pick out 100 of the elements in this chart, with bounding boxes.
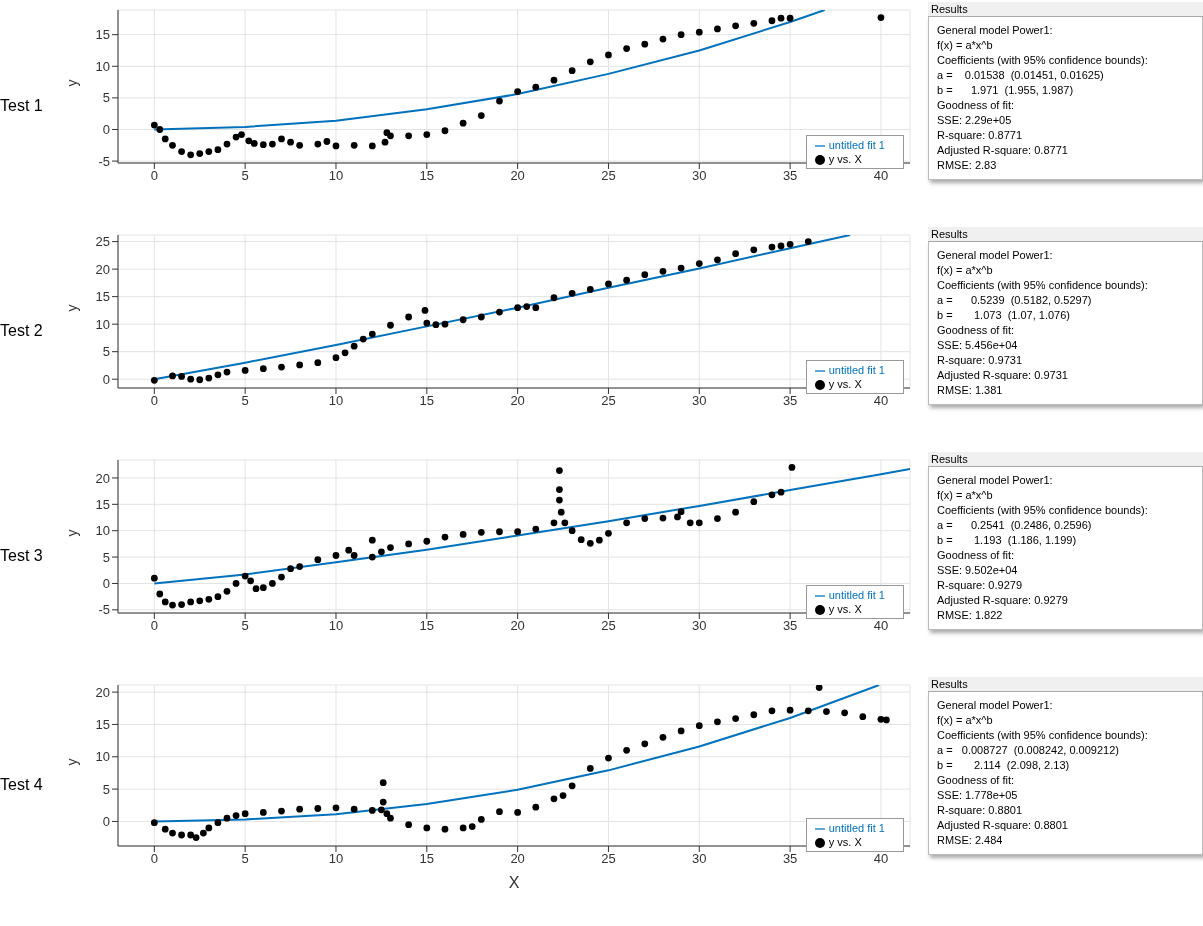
point <box>232 812 240 819</box>
x-tick-label: 25 <box>601 168 616 184</box>
text: SSE: 5.456e+04 <box>937 338 1019 353</box>
x-tick-label: 10 <box>328 393 344 409</box>
point <box>659 514 667 522</box>
point <box>804 238 812 245</box>
point <box>432 321 440 329</box>
point <box>205 824 213 832</box>
y-tick-label: 10 <box>95 749 110 765</box>
point <box>732 22 739 30</box>
point <box>205 595 213 603</box>
text: R-square: 0.9279 <box>937 578 1023 593</box>
point <box>214 819 222 827</box>
point <box>205 374 213 382</box>
point <box>368 807 376 814</box>
text: Adjusted R-square: 0.9279 <box>937 593 1069 608</box>
text: RMSE: 1.381 <box>937 383 1004 398</box>
point <box>405 132 413 140</box>
point <box>156 590 164 598</box>
point <box>695 28 703 36</box>
point <box>296 805 304 813</box>
point <box>586 286 594 293</box>
point <box>405 821 413 829</box>
y-tick-label: 10 <box>95 316 110 332</box>
point <box>259 141 267 149</box>
point <box>674 513 681 521</box>
point <box>659 734 667 741</box>
point <box>199 829 207 837</box>
text: b = 1.193 (1.186, 1.199) <box>937 533 1078 548</box>
point <box>359 335 367 343</box>
x-tick-label: 15 <box>419 851 435 867</box>
point <box>368 536 376 544</box>
x-tick-label: 20 <box>510 851 525 867</box>
text: SSE: 1.778e+05 <box>937 788 1019 803</box>
point <box>296 563 304 570</box>
point <box>561 519 569 527</box>
point <box>750 246 758 254</box>
x-tick-label: 5 <box>241 618 249 634</box>
text: RMSE: 1.822 <box>937 608 1004 623</box>
point <box>345 546 353 554</box>
text: f(x) = a*x^b <box>937 38 994 53</box>
point <box>423 131 431 138</box>
point <box>677 31 685 39</box>
point <box>477 528 485 536</box>
text: General model Power1: <box>937 23 1054 38</box>
y-tick-label: 5 <box>102 90 110 106</box>
point <box>350 805 358 813</box>
point <box>250 140 258 147</box>
y-tick-label: -5 <box>98 153 110 169</box>
text: Adjusted R-square: 0.8801 <box>937 818 1069 833</box>
text: b = 1.073 (1.07, 1.076) <box>937 308 1071 323</box>
point <box>514 88 522 95</box>
point <box>332 804 340 812</box>
y-axis-title: y <box>63 79 80 87</box>
point <box>387 132 394 140</box>
point <box>332 354 340 362</box>
x-tick-label: 25 <box>601 851 616 867</box>
point <box>677 727 685 735</box>
x-tick-label: 30 <box>692 851 707 867</box>
point <box>623 746 631 754</box>
text: Test 3 <box>0 546 43 565</box>
point <box>532 83 540 91</box>
text: General model Power1: <box>937 248 1054 263</box>
point <box>192 834 200 841</box>
y-tick-label: 20 <box>95 261 110 277</box>
x-tick-label: 35 <box>782 393 798 409</box>
y-tick-label: 15 <box>95 717 110 733</box>
y-tick-label: 5 <box>102 781 110 797</box>
x-tick-label: 0 <box>150 168 158 184</box>
point <box>405 540 413 548</box>
x-tick-label: 30 <box>692 168 707 184</box>
text: Goodness of fit: <box>937 323 1016 338</box>
x-tick-label: 15 <box>419 393 435 409</box>
point <box>459 531 467 538</box>
point <box>378 548 385 556</box>
text: f(x) = a*x^b <box>937 488 994 503</box>
legend-label: y vs. X <box>828 153 862 165</box>
x-tick-label: 25 <box>601 618 616 634</box>
point <box>468 823 476 830</box>
point <box>586 765 594 772</box>
point <box>823 708 830 715</box>
point <box>178 601 185 608</box>
point <box>786 14 794 22</box>
point <box>314 140 322 148</box>
point <box>314 359 322 367</box>
point <box>296 361 304 369</box>
point <box>150 376 158 384</box>
point <box>550 795 558 803</box>
legend-label: untitled fit 1 <box>828 364 885 376</box>
point <box>623 45 631 52</box>
text: R-square: 0.8801 <box>937 803 1023 818</box>
text: a = 0.2541 (0.2486, 0.2596) <box>937 518 1093 533</box>
point <box>750 498 758 506</box>
text: Coefficients (with 95% confidence bounds): <box>937 53 1149 68</box>
line-series <box>153 10 826 131</box>
text: Adjusted R-square: 0.9731 <box>937 368 1069 383</box>
point <box>768 707 776 715</box>
y-tick-label: 0 <box>102 371 110 387</box>
point <box>187 831 195 839</box>
point <box>732 508 739 516</box>
